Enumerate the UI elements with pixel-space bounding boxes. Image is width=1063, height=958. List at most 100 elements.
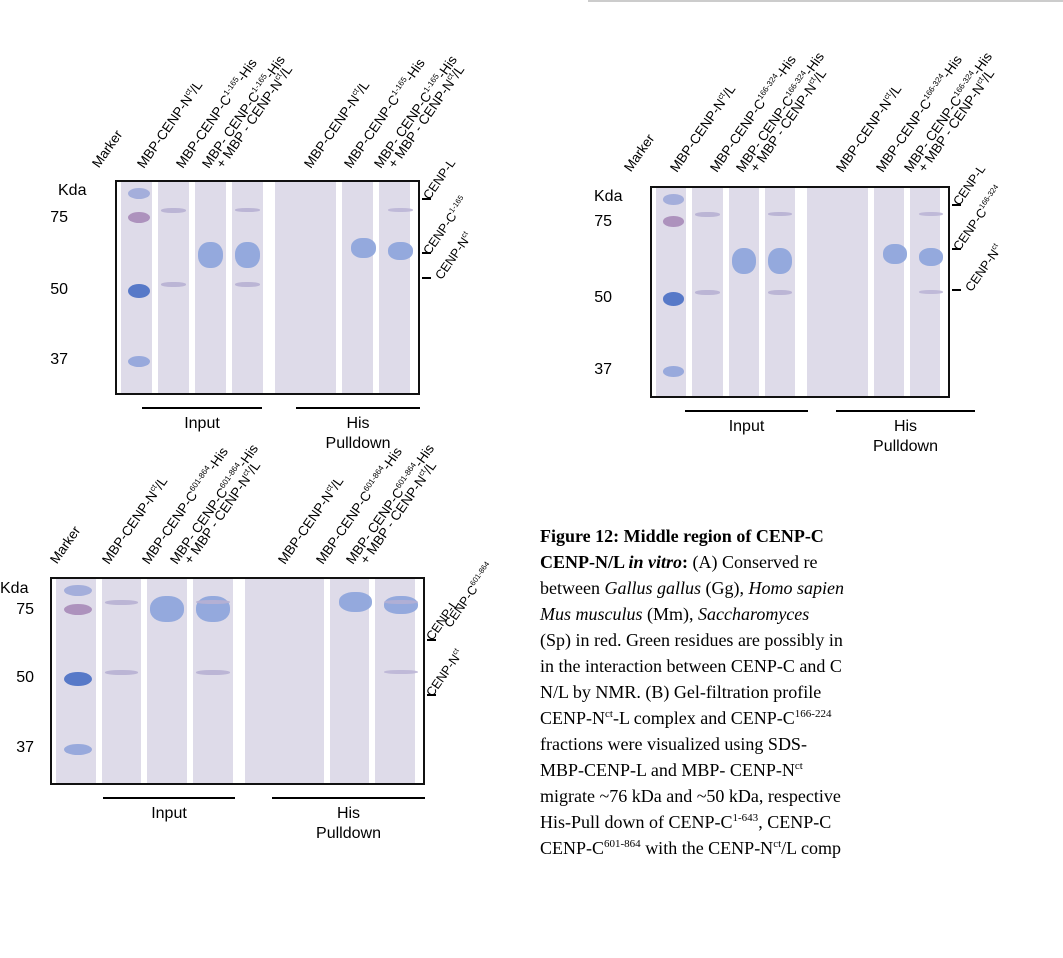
lane-label: + MBP - CENP-Nct/L xyxy=(213,62,296,171)
pulldown-label-his: His xyxy=(893,418,918,435)
sample-lane xyxy=(194,182,226,393)
input-label: Input xyxy=(728,418,765,435)
sample-lane xyxy=(274,182,306,393)
mw-marker-50: 50 xyxy=(50,281,68,298)
sample-lane xyxy=(873,188,904,396)
sample-lane xyxy=(305,182,337,393)
lane-label: Marker xyxy=(89,127,126,171)
pulldown-underline xyxy=(296,407,420,409)
protein-band xyxy=(160,208,186,213)
mw-marker-75: 75 xyxy=(594,213,612,230)
caption-line: between Gallus gallus (Gg), Homo sapien xyxy=(540,578,844,598)
lane-label: + MBP - CENP-Nct/L xyxy=(915,66,998,175)
protein-band xyxy=(918,248,943,266)
pulldown-label-his: His xyxy=(346,415,370,432)
marker-band xyxy=(64,744,92,755)
marker-band xyxy=(127,212,150,223)
sample-lane xyxy=(329,579,370,783)
band-label: CENP-C601-864 xyxy=(441,559,492,631)
protein-band xyxy=(104,670,139,675)
band-label: CENP-L xyxy=(420,156,459,202)
caption-line: fractions were visualized using SDS- xyxy=(540,734,807,754)
caption-line: CENP-N/L in vitro: (A) Conserved re xyxy=(540,552,818,572)
protein-band xyxy=(384,670,418,674)
input-pulldown-gap xyxy=(232,579,245,783)
input-underline xyxy=(103,797,235,799)
pulldown-underline xyxy=(836,410,975,412)
caption-line: MBP-CENP-L and MBP- CENP-Nct xyxy=(540,760,803,780)
protein-band xyxy=(195,600,230,604)
marker-band xyxy=(64,604,92,615)
protein-band xyxy=(160,282,186,287)
protein-band xyxy=(234,242,260,268)
band-label: CENP-Nct xyxy=(423,646,463,700)
input-underline xyxy=(142,407,262,409)
mw-marker-75: 75 xyxy=(50,209,68,226)
sample-lane xyxy=(807,188,838,396)
input-label: Input xyxy=(151,805,187,822)
protein-band xyxy=(234,282,260,287)
mw-marker-75: 75 xyxy=(16,601,34,618)
mw-marker-50: 50 xyxy=(594,289,612,306)
sample-lane xyxy=(342,182,374,393)
sample-lane xyxy=(837,188,868,396)
protein-band xyxy=(767,290,792,295)
caption-line: CENP-C601-864 with the CENP-Nct/L comp xyxy=(540,838,841,858)
protein-band xyxy=(338,592,373,612)
input-pulldown-gap xyxy=(262,182,275,393)
sample-lane xyxy=(284,579,324,783)
input-pulldown-gap xyxy=(795,188,807,396)
protein-band xyxy=(195,670,230,675)
marker-band xyxy=(662,366,685,377)
caption-line: CENP-Nct-L complex and CENP-C166-224 xyxy=(540,708,832,728)
gel-image xyxy=(650,186,950,398)
sample-lane xyxy=(728,188,759,396)
sample-lane xyxy=(244,579,285,783)
pulldown-label: Pulldown xyxy=(873,438,938,455)
protein-band xyxy=(388,242,413,260)
protein-band xyxy=(104,600,139,605)
sample-lane xyxy=(101,579,142,783)
band-label: CENP-Nct xyxy=(962,241,1002,295)
band-tick xyxy=(952,204,961,206)
caption-line: migrate ~76 kDa and ~50 kDa, respective xyxy=(540,786,841,806)
top-rule xyxy=(588,0,1063,2)
band-tick xyxy=(952,248,961,250)
protein-band xyxy=(918,212,943,216)
input-underline xyxy=(685,410,808,412)
band-tick xyxy=(427,694,436,696)
marker-band xyxy=(127,356,150,367)
marker-band xyxy=(662,292,685,306)
band-tick xyxy=(422,198,431,200)
caption-line: (Sp) in red. Green residues are possibly… xyxy=(540,630,843,650)
pulldown-label: Pulldown xyxy=(316,825,381,842)
caption-line: N/L by NMR. (B) Gel-filtration profile xyxy=(540,682,822,702)
protein-band xyxy=(388,208,413,212)
lane-label: + MBP - CENP-Nct/L xyxy=(747,66,830,175)
marker-band xyxy=(64,672,92,686)
lane-label: Marker xyxy=(621,131,658,175)
marker-band xyxy=(662,194,685,205)
protein-band xyxy=(767,212,792,216)
caption-line: Figure 12: Middle region of CENP-C xyxy=(540,526,824,546)
kda-label: Kda xyxy=(58,182,87,199)
sample-lane xyxy=(379,182,410,393)
marker-band xyxy=(127,284,150,298)
marker-band xyxy=(662,216,685,227)
lane-label: MBP-CENP-Nct/L xyxy=(275,473,347,567)
pulldown-label-his: His xyxy=(336,805,361,822)
mw-marker-37: 37 xyxy=(594,361,612,378)
kda-label: Kda xyxy=(0,580,29,597)
protein-band xyxy=(918,290,943,294)
lane-label: + MBP - CENP-Nct/L xyxy=(181,458,264,567)
mw-marker-37: 37 xyxy=(16,739,34,756)
protein-band xyxy=(731,248,756,274)
input-label: Input xyxy=(184,415,220,432)
gel-image xyxy=(50,577,425,785)
marker-band xyxy=(64,585,92,596)
marker-band xyxy=(127,188,150,199)
lane-label: Marker xyxy=(47,523,84,567)
protein-band xyxy=(234,208,260,212)
band-tick xyxy=(952,289,961,291)
caption-line: Mus musculus (Mm), Saccharomyces xyxy=(540,604,810,624)
